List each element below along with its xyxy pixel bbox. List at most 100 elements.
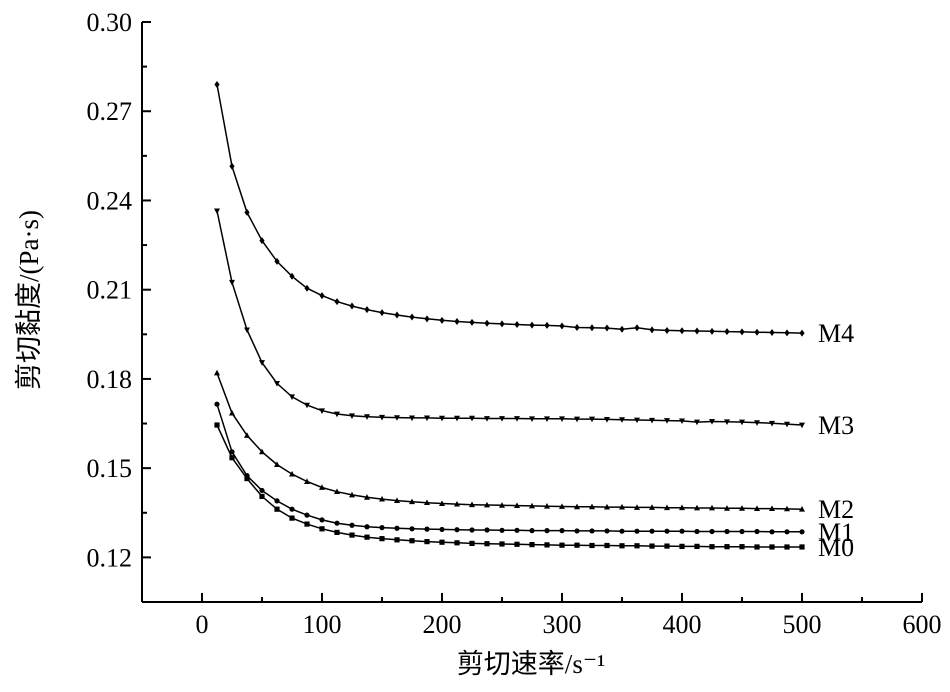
x-axis-title: 剪切速率/s⁻¹ xyxy=(457,649,605,679)
data-point-m2 xyxy=(739,505,745,511)
data-point-m1 xyxy=(559,528,565,534)
data-point-m1 xyxy=(349,522,355,528)
data-point-m0 xyxy=(784,544,790,550)
data-point-m1 xyxy=(724,528,730,535)
data-point-m0 xyxy=(589,542,595,549)
data-point-m0 xyxy=(439,539,445,545)
data-point-m2 xyxy=(724,505,730,511)
data-point-m4 xyxy=(724,328,730,336)
data-point-m4 xyxy=(289,272,295,280)
data-point-m4 xyxy=(499,320,505,328)
data-point-m0 xyxy=(349,532,355,538)
data-point-m3 xyxy=(364,414,370,420)
data-point-m0 xyxy=(499,541,505,547)
data-point-m2 xyxy=(709,504,715,511)
data-point-m0 xyxy=(244,475,250,482)
data-point-m0 xyxy=(454,540,460,546)
data-point-m3 xyxy=(484,416,490,422)
data-point-m3 xyxy=(409,415,415,422)
data-point-m0 xyxy=(574,542,580,548)
data-point-m2 xyxy=(349,491,355,498)
data-point-m3 xyxy=(679,418,685,425)
series-label-m3: M3 xyxy=(818,411,854,440)
data-point-m1 xyxy=(694,528,700,535)
data-point-m2 xyxy=(394,497,400,503)
data-point-m2 xyxy=(319,484,325,490)
data-point-m1 xyxy=(604,528,610,534)
data-point-m3 xyxy=(514,416,520,422)
data-point-m1 xyxy=(499,527,505,533)
data-point-m0 xyxy=(229,455,235,461)
data-point-m0 xyxy=(334,529,340,535)
data-point-m1 xyxy=(574,528,580,534)
data-point-m0 xyxy=(739,544,745,550)
y-tick-label: 0.18 xyxy=(87,365,133,394)
data-point-m2 xyxy=(214,369,220,376)
data-point-m4 xyxy=(694,327,700,335)
data-point-m2 xyxy=(409,498,415,505)
data-point-m0 xyxy=(709,544,715,550)
data-point-m0 xyxy=(694,543,700,549)
data-point-m3 xyxy=(694,419,700,426)
data-point-m1 xyxy=(679,528,685,534)
data-point-m3 xyxy=(499,416,505,422)
data-point-m4 xyxy=(769,329,775,337)
data-point-m1 xyxy=(469,527,475,533)
series-m2 xyxy=(214,369,805,512)
data-point-m3 xyxy=(619,417,625,423)
data-point-m2 xyxy=(289,470,295,477)
data-point-m4 xyxy=(394,311,400,319)
data-point-m4 xyxy=(484,319,490,327)
data-point-m2 xyxy=(799,506,805,512)
y-axis-title: 剪切黏度/(Pa·s) xyxy=(14,210,44,390)
data-point-m3 xyxy=(379,414,385,421)
data-point-m4 xyxy=(619,325,625,333)
x-tick-label: 300 xyxy=(543,610,582,639)
data-point-m1 xyxy=(394,525,400,531)
data-point-m0 xyxy=(664,543,670,549)
data-point-m4 xyxy=(589,324,595,332)
data-point-m1 xyxy=(484,527,490,533)
data-point-m4 xyxy=(514,320,520,328)
data-point-m3 xyxy=(424,415,430,422)
data-point-m1 xyxy=(754,528,760,535)
data-point-m3 xyxy=(799,422,805,429)
data-point-m4 xyxy=(259,237,265,245)
data-point-m0 xyxy=(364,534,370,540)
y-tick-label: 0.15 xyxy=(87,454,133,483)
data-point-m3 xyxy=(274,380,280,387)
series-label-m4: M4 xyxy=(818,319,854,348)
data-point-m0 xyxy=(754,544,760,550)
data-point-m1 xyxy=(319,517,325,523)
data-point-m1 xyxy=(769,529,775,535)
data-point-m2 xyxy=(544,503,550,509)
data-point-m3 xyxy=(529,416,535,422)
data-point-m3 xyxy=(784,421,790,428)
series-m3 xyxy=(214,208,805,429)
data-point-m1 xyxy=(439,526,445,533)
data-point-m0 xyxy=(544,542,550,548)
data-point-m3 xyxy=(214,208,220,215)
data-point-m1 xyxy=(664,528,670,534)
data-point-m0 xyxy=(469,540,475,547)
data-point-m4 xyxy=(754,328,760,336)
data-point-m2 xyxy=(769,505,775,512)
x-tick-label: 500 xyxy=(783,610,822,639)
data-point-m4 xyxy=(784,329,790,337)
data-point-m2 xyxy=(694,504,700,511)
data-point-m4 xyxy=(634,324,640,332)
data-point-m1 xyxy=(799,529,805,535)
data-point-m0 xyxy=(649,543,655,549)
data-point-m1 xyxy=(589,528,595,534)
data-point-m1 xyxy=(289,506,295,512)
data-point-m1 xyxy=(409,526,415,532)
x-tick-label: 400 xyxy=(663,610,702,639)
data-point-m2 xyxy=(304,478,310,484)
y-tick-label: 0.21 xyxy=(87,276,133,305)
data-point-m2 xyxy=(634,504,640,510)
data-point-m0 xyxy=(514,541,520,547)
data-point-m2 xyxy=(529,502,535,509)
data-point-m0 xyxy=(634,543,640,549)
data-point-m3 xyxy=(724,419,730,425)
data-point-m4 xyxy=(379,309,385,317)
